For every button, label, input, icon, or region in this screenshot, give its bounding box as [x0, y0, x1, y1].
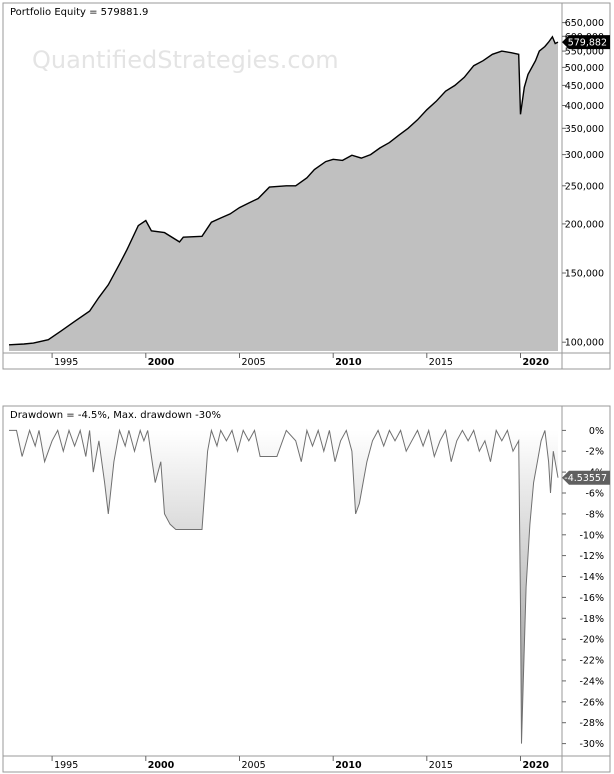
drawdown-y-tick-label: -8%: [586, 509, 605, 520]
equity-y-axis: 650,000600,000550,000500,000450,000400,0…: [562, 18, 604, 349]
drawdown-y-tick-label: -2%: [586, 447, 605, 458]
drawdown-panel-frame: [2, 405, 611, 773]
drawdown-panel: 0%-2%-4%-6%-8%-10%-12%-14%-16%-18%-20%-2…: [2, 405, 611, 773]
equity-y-tick-label: 450,000: [565, 81, 604, 92]
equity-title: Portfolio Equity = 579881.9: [10, 7, 148, 18]
equity-y-tick-label: 200,000: [565, 219, 604, 230]
equity-series-line: [8, 35, 559, 346]
drawdown-last-value-marker: [562, 470, 610, 485]
drawdown-x-axis: 1995 2000 2005 2010 2015 2020: [51, 756, 550, 771]
drawdown-y-tick-label: -22%: [579, 656, 604, 667]
equity-last-value-label: 579,882: [568, 38, 607, 49]
equity-y-tick-label: 500,000: [565, 63, 604, 74]
drawdown-y-tick-label: -26%: [579, 697, 604, 708]
equity-x-tick-label: 2020: [523, 357, 550, 368]
drawdown-y-tick-label: -20%: [579, 635, 604, 646]
drawdown-x-tick-label: 1995: [54, 760, 78, 771]
equity-x-axis: 1995 2000 2005 2010 2015 2020: [51, 353, 550, 368]
equity-line-layer: [8, 35, 559, 346]
equity-y-tick-label: 350,000: [565, 124, 604, 135]
drawdown-x-tick-label: 2015: [429, 760, 453, 771]
drawdown-y-tick-label: -6%: [586, 489, 605, 500]
drawdown-x-tick-label: 2005: [242, 760, 266, 771]
drawdown-y-tick-label: -18%: [579, 614, 604, 625]
drawdown-x-tick-label: 2020: [523, 760, 550, 771]
equity-area-layer: [9, 36, 558, 352]
drawdown-title: Drawdown = -4.5%, Max. drawdown -30%: [10, 410, 221, 421]
equity-y-tick-label: 650,000: [565, 18, 604, 29]
drawdown-last-value-label: -4.53557: [564, 473, 607, 484]
watermark: QuantifiedStrategies.com: [32, 46, 339, 74]
drawdown-x-tick-label: 2000: [148, 760, 175, 771]
equity-y-tick-label: 300,000: [565, 150, 604, 161]
equity-last-value: 579,882: [562, 35, 610, 50]
equity-y-tick-label: 150,000: [565, 269, 604, 280]
equity-x-tick-label: 2010: [335, 357, 362, 368]
equity-y-tick-label: 250,000: [565, 181, 604, 192]
equity-y-tick-label: 550,000: [565, 47, 604, 58]
drawdown-series-line: [9, 428, 559, 744]
drawdown-last-value: -4.53557: [562, 470, 610, 485]
equity-x-tick-label: 1995: [54, 357, 78, 368]
drawdown-x-tick-label: 2010: [335, 760, 362, 771]
equity-y-tick-label: 400,000: [565, 101, 604, 112]
drawdown-y-tick-label: -10%: [579, 530, 604, 541]
drawdown-y-tick-label: -24%: [579, 676, 604, 687]
equity-panel: QuantifiedStrategies.com 650,000600,0005…: [2, 2, 611, 370]
equity-last-value-marker: [562, 35, 610, 50]
drawdown-y-tick-label: -16%: [579, 593, 604, 604]
drawdown-line-layer: [9, 428, 559, 744]
drawdown-y-tick-label: 0%: [589, 426, 604, 437]
equity-x-tick-label: 2015: [429, 357, 453, 368]
equity-x-tick-label: 2000: [148, 357, 175, 368]
drawdown-y-tick-label: -30%: [579, 739, 604, 750]
drawdown-y-tick-label: -12%: [579, 551, 604, 562]
equity-series-area: [9, 36, 558, 352]
equity-y-tick-label: 100,000: [565, 338, 604, 349]
drawdown-y-tick-label: -14%: [579, 572, 604, 583]
drawdown-y-tick-label: -28%: [579, 718, 604, 729]
equity-x-tick-label: 2005: [242, 357, 266, 368]
